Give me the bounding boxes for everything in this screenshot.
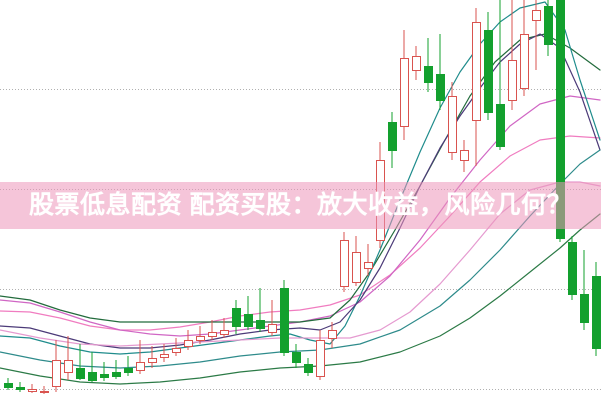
candlestick — [100, 362, 109, 381]
candlestick — [124, 356, 133, 376]
candlestick — [88, 352, 97, 382]
candlestick — [544, 0, 553, 56]
candlestick — [316, 330, 325, 380]
banner-headline: 股票低息配资 配资买股：放大收益，风险几何？ — [29, 191, 572, 219]
candlestick — [364, 244, 373, 276]
candlestick — [484, 12, 493, 120]
candlestick — [220, 318, 229, 338]
candlestick — [172, 338, 181, 356]
candlestick — [52, 340, 61, 392]
candlestick — [424, 38, 433, 92]
candlestick — [472, 8, 481, 166]
candlestick — [568, 236, 577, 300]
candlestick — [412, 46, 421, 80]
candlestick — [520, 0, 529, 96]
candlestick — [148, 346, 157, 368]
candlestick — [64, 336, 73, 380]
candlestick — [448, 82, 457, 160]
candlestick — [232, 300, 241, 334]
ma-line-ma-green-slow — [0, 213, 601, 385]
candlestick — [280, 280, 289, 356]
promo-banner-overlay: 股票低息配资 配资买股：放大收益，风险几何？ — [0, 182, 601, 229]
candlestick — [340, 232, 349, 292]
candlestick — [28, 384, 37, 393]
candlestick — [160, 344, 169, 362]
candlestick — [352, 236, 361, 286]
ma-line-ma-teal — [0, 1, 601, 355]
candlestick — [304, 358, 313, 376]
candlestick — [460, 140, 469, 172]
candlestick — [292, 344, 301, 368]
candlestick — [400, 30, 409, 140]
candlestick — [136, 340, 145, 374]
ma-line-ma-darkpurple — [0, 33, 601, 349]
candlestick — [268, 300, 277, 336]
candlestick — [532, 0, 541, 70]
candlestick — [244, 296, 253, 330]
candlestick — [208, 320, 217, 340]
candlestick — [592, 262, 601, 356]
candlestick — [16, 382, 25, 392]
candlestick — [328, 322, 337, 348]
ma-line-ma-darkgreen — [0, 33, 601, 323]
candlestick — [184, 330, 193, 350]
candlestick-series — [4, 0, 601, 394]
candlestick — [436, 34, 445, 110]
candlestick — [388, 112, 397, 168]
candlestick — [496, 0, 505, 150]
candlestick — [76, 344, 85, 380]
candlestick — [256, 288, 265, 332]
candlestick — [4, 378, 13, 390]
candlestick — [112, 360, 121, 379]
candlestick — [196, 326, 205, 344]
candlestick — [508, 0, 517, 110]
ma-line-ma-pink — [0, 135, 601, 331]
candlestick — [40, 386, 49, 394]
candlestick — [580, 250, 589, 330]
